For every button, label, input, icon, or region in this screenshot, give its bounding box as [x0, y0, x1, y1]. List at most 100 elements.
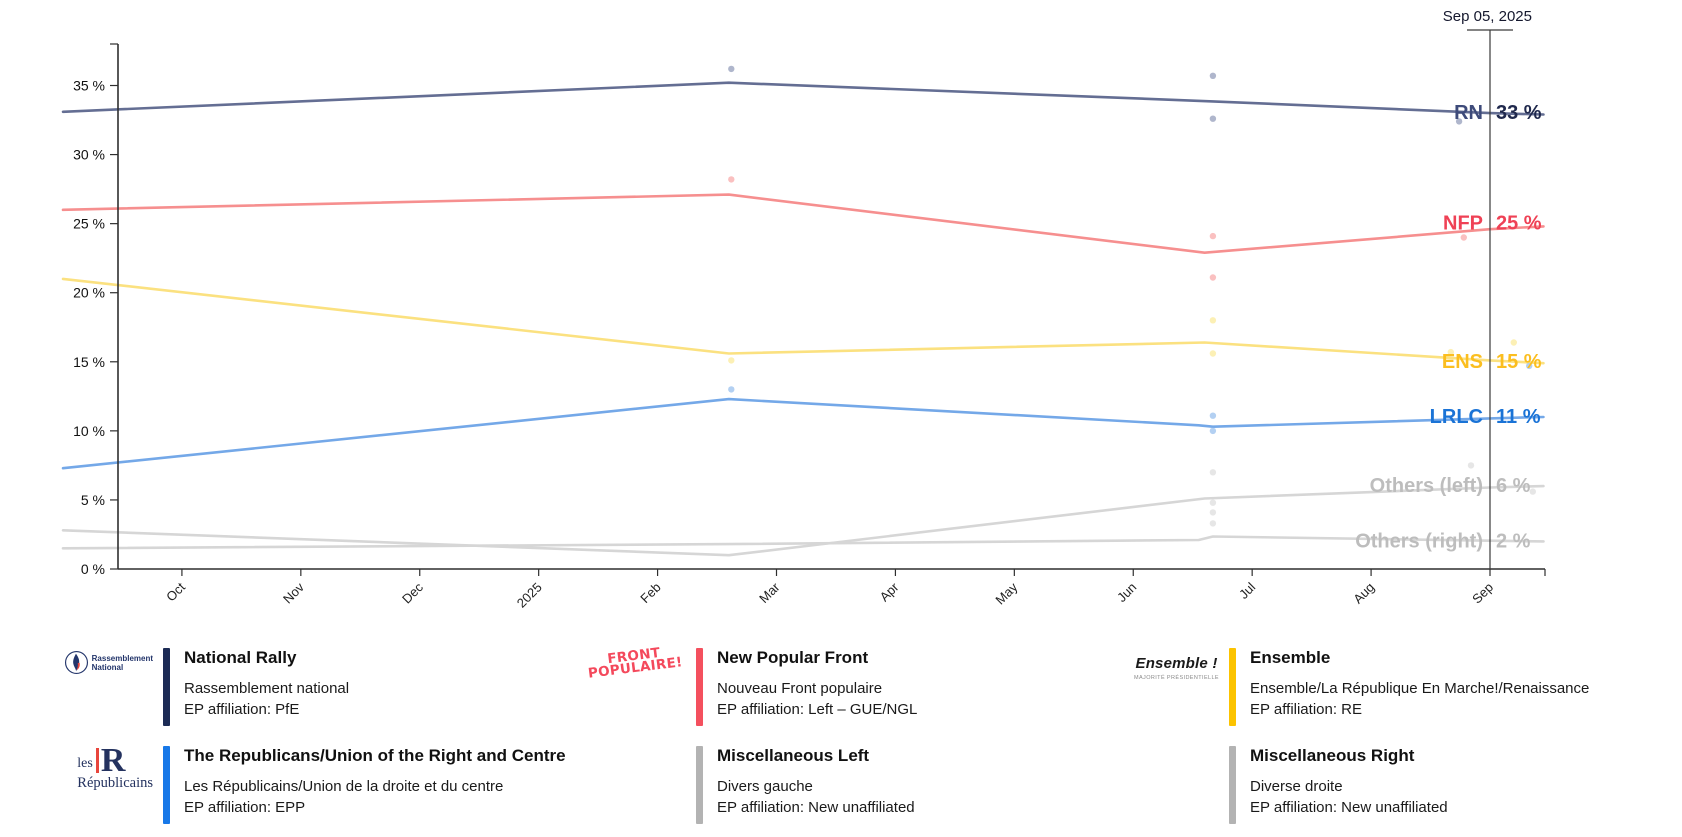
poll-dot — [1209, 412, 1217, 419]
x-tick-label: May — [992, 579, 1020, 607]
ensemble-logo: Ensemble ! MAJORITÉ PRÉSIDENTIELLE — [1134, 650, 1219, 681]
x-tick-label: Aug — [1350, 580, 1377, 607]
legend-item-miscellaneous-left: Miscellaneous Left Divers gauche EP affi… — [596, 746, 1129, 824]
legend-item-new-popular-front: FRONT POPULAIRE! New Popular Front Nouve… — [587, 645, 1129, 726]
legend-item-miscellaneous-right: Miscellaneous Right Diverse droite EP af… — [1129, 746, 1662, 824]
series-abbr-label: Others (left) — [1370, 475, 1483, 497]
rn-logo-line2: National — [91, 662, 124, 672]
poll-dot — [1209, 72, 1217, 80]
series-line-others-right- — [61, 535, 1545, 550]
legend-color-bar — [1229, 746, 1236, 824]
chart-area: 0 % 5 % 10 % 15 % 20 % 25 % 30 % 35 % Oct Nov Dec 2… — [0, 0, 1682, 632]
x-tick-label: Oct — [163, 579, 188, 604]
legend: Rassemblement National National Rally Ra… — [63, 645, 1668, 824]
poll-dot — [1529, 488, 1537, 495]
legend-ep-affiliation: EP affiliation: Left – GUE/NGL — [717, 701, 918, 718]
poll-dot — [728, 357, 735, 364]
legend-native-name: Diverse droite — [1250, 778, 1343, 795]
x-tick-label: Mar — [756, 579, 783, 606]
series-line-rn — [61, 81, 1545, 116]
series-abbr-label: RN — [1454, 102, 1483, 124]
x-tick-label: Feb — [637, 580, 663, 606]
poll-chart[interactable]: 0 % 5 % 10 % 15 % 20 % 25 % 30 % 35 % Oct Nov Dec 2… — [0, 0, 1682, 632]
legend-title: New Popular Front — [717, 648, 869, 667]
legend-native-name: Ensemble/La République En Marche!/Renais… — [1250, 680, 1590, 697]
series-line-lrlc — [61, 397, 1545, 470]
y-tick-label: 15 % — [73, 354, 105, 370]
rn-flame-icon — [64, 650, 88, 675]
x-tick-label: Sep — [1469, 580, 1496, 607]
legend-title: Miscellaneous Left — [717, 746, 870, 765]
y-tick-label: 10 % — [73, 423, 105, 439]
y-tick-label: 35 % — [73, 78, 105, 94]
poll-dot — [1460, 234, 1468, 241]
y-tick-label: 0 % — [81, 561, 105, 577]
legend-native-name: Les Républicains/Union de la droite et d… — [184, 778, 504, 795]
poll-dot — [1209, 427, 1217, 435]
poll-dot — [1447, 348, 1455, 356]
legend-ep-affiliation: EP affiliation: New unaffiliated — [1250, 799, 1448, 816]
legend-color-bar — [696, 648, 703, 726]
les-republicains-logo: les R Républicains — [77, 742, 153, 791]
series-value-label: 15 % — [1496, 351, 1542, 373]
poll-dot — [728, 386, 735, 393]
poll-dot — [1209, 115, 1217, 122]
legend-ep-affiliation: EP affiliation: EPP — [184, 799, 306, 816]
series-value-label: 6 % — [1496, 475, 1531, 497]
legend-title: The Republicans/Union of the Right and C… — [184, 746, 566, 765]
legend-title: Miscellaneous Right — [1250, 746, 1415, 765]
legend-color-bar — [696, 746, 703, 824]
poll-dot — [1526, 362, 1533, 370]
lr-logo-republicains: Républicains — [77, 775, 153, 791]
x-tick-label: Jun — [1114, 580, 1139, 605]
poll-dot — [1209, 499, 1217, 506]
legend-ep-affiliation: EP affiliation: New unaffiliated — [717, 799, 915, 816]
x-tick-label: Apr — [877, 579, 902, 604]
series-line-others-left- — [61, 484, 1545, 557]
poll-dot — [1209, 232, 1217, 240]
poll-dot — [1209, 317, 1217, 324]
series-value-label: 11 % — [1496, 406, 1541, 428]
legend-ep-affiliation: EP affiliation: RE — [1250, 701, 1363, 718]
poll-dot — [728, 176, 735, 183]
poll-dot — [1209, 274, 1217, 281]
legend-item-national-rally: Rassemblement National National Rally Ra… — [63, 648, 596, 726]
series-abbr-label: Others (right) — [1355, 530, 1483, 552]
legend-color-bar — [1229, 648, 1236, 726]
y-tick-label: 5 % — [81, 492, 105, 508]
y-tick-label: 25 % — [73, 216, 105, 232]
rn-logo: Rassemblement National — [64, 650, 153, 675]
legend-item-republicans: les R Républicains The Republicans/Union… — [63, 742, 596, 824]
series-line-ens — [61, 277, 1545, 365]
y-tick-label: 20 % — [73, 285, 105, 301]
poll-dot — [1455, 118, 1463, 125]
legend-native-name: Nouveau Front populaire — [717, 680, 883, 697]
legend-ep-affiliation: EP affiliation: PfE — [184, 701, 300, 718]
poll-dot — [1209, 509, 1217, 516]
legend-item-ensemble: Ensemble ! MAJORITÉ PRÉSIDENTIELLE Ensem… — [1129, 648, 1662, 726]
lr-logo-r: R — [100, 742, 126, 779]
poll-dot — [1209, 520, 1217, 527]
legend-native-name: Divers gauche — [717, 778, 813, 795]
series-value-label: 25 % — [1496, 213, 1542, 235]
series-line-nfp — [61, 193, 1545, 254]
legend-title: National Rally — [184, 648, 297, 667]
series-value-label: 2 % — [1496, 530, 1531, 552]
lr-logo-les: les — [77, 756, 93, 771]
front-populaire-logo: FRONT POPULAIRE! — [586, 644, 683, 682]
y-tick-label: 30 % — [73, 147, 105, 163]
ens-logo-line2: MAJORITÉ PRÉSIDENTIELLE — [1134, 675, 1219, 681]
poll-dot — [728, 65, 735, 73]
x-tick-label: 2025 — [514, 580, 545, 611]
legend-color-bar — [163, 648, 170, 726]
series-abbr-label: LRLC — [1430, 406, 1483, 428]
x-tick-label: Dec — [399, 579, 426, 606]
series-value-label: 33 % — [1496, 102, 1542, 124]
x-tick-label: Nov — [280, 579, 307, 606]
lr-logo-red-bar — [95, 748, 99, 773]
series-abbr-label: NFP — [1443, 213, 1483, 235]
legend-color-bar — [163, 746, 170, 824]
ens-logo-line1: Ensemble ! — [1135, 655, 1218, 672]
series-abbr-label: ENS — [1442, 351, 1483, 373]
x-tick-label: Jul — [1236, 579, 1258, 601]
